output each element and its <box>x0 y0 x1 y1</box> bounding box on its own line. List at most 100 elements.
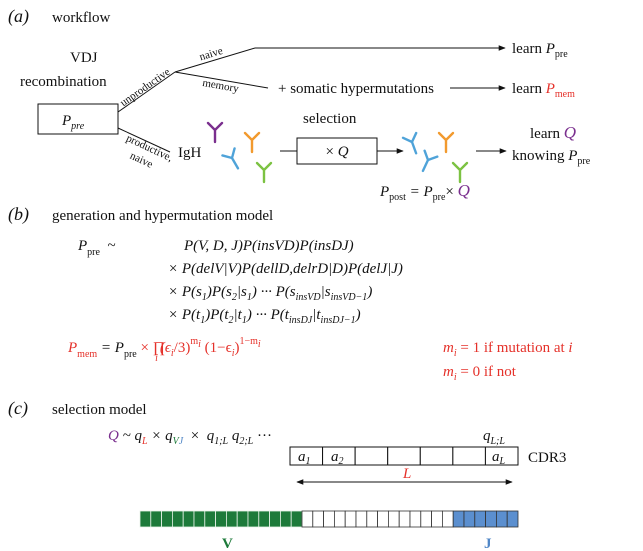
text-part: m <box>443 364 454 380</box>
gene-cell <box>506 510 519 528</box>
gene-cell <box>377 510 389 528</box>
text-part: i <box>454 372 457 383</box>
gene-cell <box>431 510 443 528</box>
text-part: × P(t <box>168 307 201 323</box>
gene-cell <box>344 510 357 528</box>
gene-cell <box>366 510 378 528</box>
v-label: V <box>222 536 233 551</box>
text-part: learn <box>512 81 546 97</box>
text-part: i <box>568 340 572 356</box>
text-part: ) <box>366 284 372 300</box>
antibody <box>401 131 418 155</box>
gene-cell <box>323 510 335 528</box>
gene-cell <box>171 510 184 528</box>
mutation-indicator: mi = 1 if mutation at i <box>443 340 573 359</box>
gene-cell <box>161 510 173 528</box>
q-formula: Q ~ qL × qVJ × q1;L q2;L ··· <box>108 428 272 447</box>
text-part: i <box>454 348 457 359</box>
gene-cell <box>258 510 270 528</box>
text-part: learn <box>512 41 546 57</box>
text-part: × <box>325 144 337 160</box>
text-part: knowing <box>512 148 568 164</box>
j-label: J <box>484 536 492 551</box>
gene-cell <box>215 510 227 528</box>
text-part: V <box>173 436 181 447</box>
text-part: = P <box>97 340 124 356</box>
text-part: P <box>567 148 577 164</box>
text-part: insVD−1 <box>331 292 368 303</box>
cdr3-cell <box>387 446 421 466</box>
text-part: ) <box>355 307 361 323</box>
text-part: 2 <box>339 456 344 467</box>
text-part: ) <box>234 340 239 356</box>
text-part: pre <box>87 247 100 258</box>
gene-cell <box>236 510 249 528</box>
text-part: |t <box>312 307 321 323</box>
text-part: = 1 if mutation at <box>457 340 569 356</box>
gene-cell <box>269 510 281 528</box>
antibody <box>255 161 273 184</box>
text-part: )P(s <box>206 284 232 300</box>
gene-cell <box>452 510 465 528</box>
cdr3-cell <box>419 446 454 466</box>
learn-mem: learn Pmem <box>512 81 575 100</box>
gene-cell <box>225 510 238 528</box>
gene-cell <box>139 510 152 528</box>
text-part: a <box>298 449 306 465</box>
gene-cell <box>333 510 346 528</box>
gene-cell <box>387 510 400 528</box>
text-part: learn <box>530 126 564 142</box>
panel-label: (b) <box>8 204 29 225</box>
text-part: L;L <box>490 436 506 447</box>
igh-label: IgH <box>178 145 201 161</box>
p-post-formula: Ppost = Ppre× Q <box>379 181 470 203</box>
model-line: × P(t1)P(t2|t1) ··· P(tinsDJ|tinsDJ−1) <box>168 307 361 326</box>
antibody <box>451 161 469 184</box>
text-part: × <box>445 184 457 200</box>
text-part: 2 <box>232 292 237 303</box>
text-part: 2;L <box>239 436 253 447</box>
cell-label: a1 <box>298 449 311 467</box>
text-part: m <box>443 340 454 356</box>
text-part: Q <box>338 144 349 160</box>
panel-title: selection model <box>52 402 147 418</box>
text-part: (1−ϵ <box>201 340 232 356</box>
text-part: q <box>207 428 215 444</box>
recombination-label: recombination <box>20 74 107 90</box>
text-part: P <box>61 113 71 129</box>
edge-label: memory <box>201 77 240 95</box>
text-part: Q <box>108 428 119 444</box>
p-pre-box <box>37 103 119 135</box>
gene-cell <box>409 510 422 528</box>
text-part: P <box>545 41 555 57</box>
edge-label: naive <box>198 45 224 63</box>
edge-naive <box>174 47 256 73</box>
gene-cell <box>420 510 432 528</box>
text-part: insDJ <box>289 315 313 326</box>
text-part: J <box>179 436 184 447</box>
text-part: × <box>183 428 206 444</box>
text-part: = 0 if not <box>457 364 517 380</box>
model-line: P(V, D, J)P(insVD)P(insDJ) <box>183 238 354 254</box>
p-pre-lhs: Ppre ~ <box>77 238 116 258</box>
text-part: q <box>483 428 491 444</box>
text-part: pre <box>555 49 568 60</box>
text-part: pre <box>433 192 446 203</box>
cell-label: a2 <box>331 449 344 467</box>
hypermutations: + somatic hypermutations <box>278 81 434 97</box>
antibody <box>221 147 240 170</box>
edge-label: unproductive <box>118 66 173 109</box>
text-part: ~ <box>100 238 116 254</box>
cdr3-cell <box>452 446 486 466</box>
text-part: a <box>331 449 339 465</box>
edge-unproductive <box>117 71 176 113</box>
gene-cell <box>182 510 195 528</box>
text-part: 1 <box>242 315 247 326</box>
text-part: Q <box>458 181 470 200</box>
cdr3-label: CDR3 <box>528 450 566 466</box>
gene-cell <box>204 510 217 528</box>
text-part: |s <box>321 284 331 300</box>
cell-label: aL <box>492 449 506 467</box>
